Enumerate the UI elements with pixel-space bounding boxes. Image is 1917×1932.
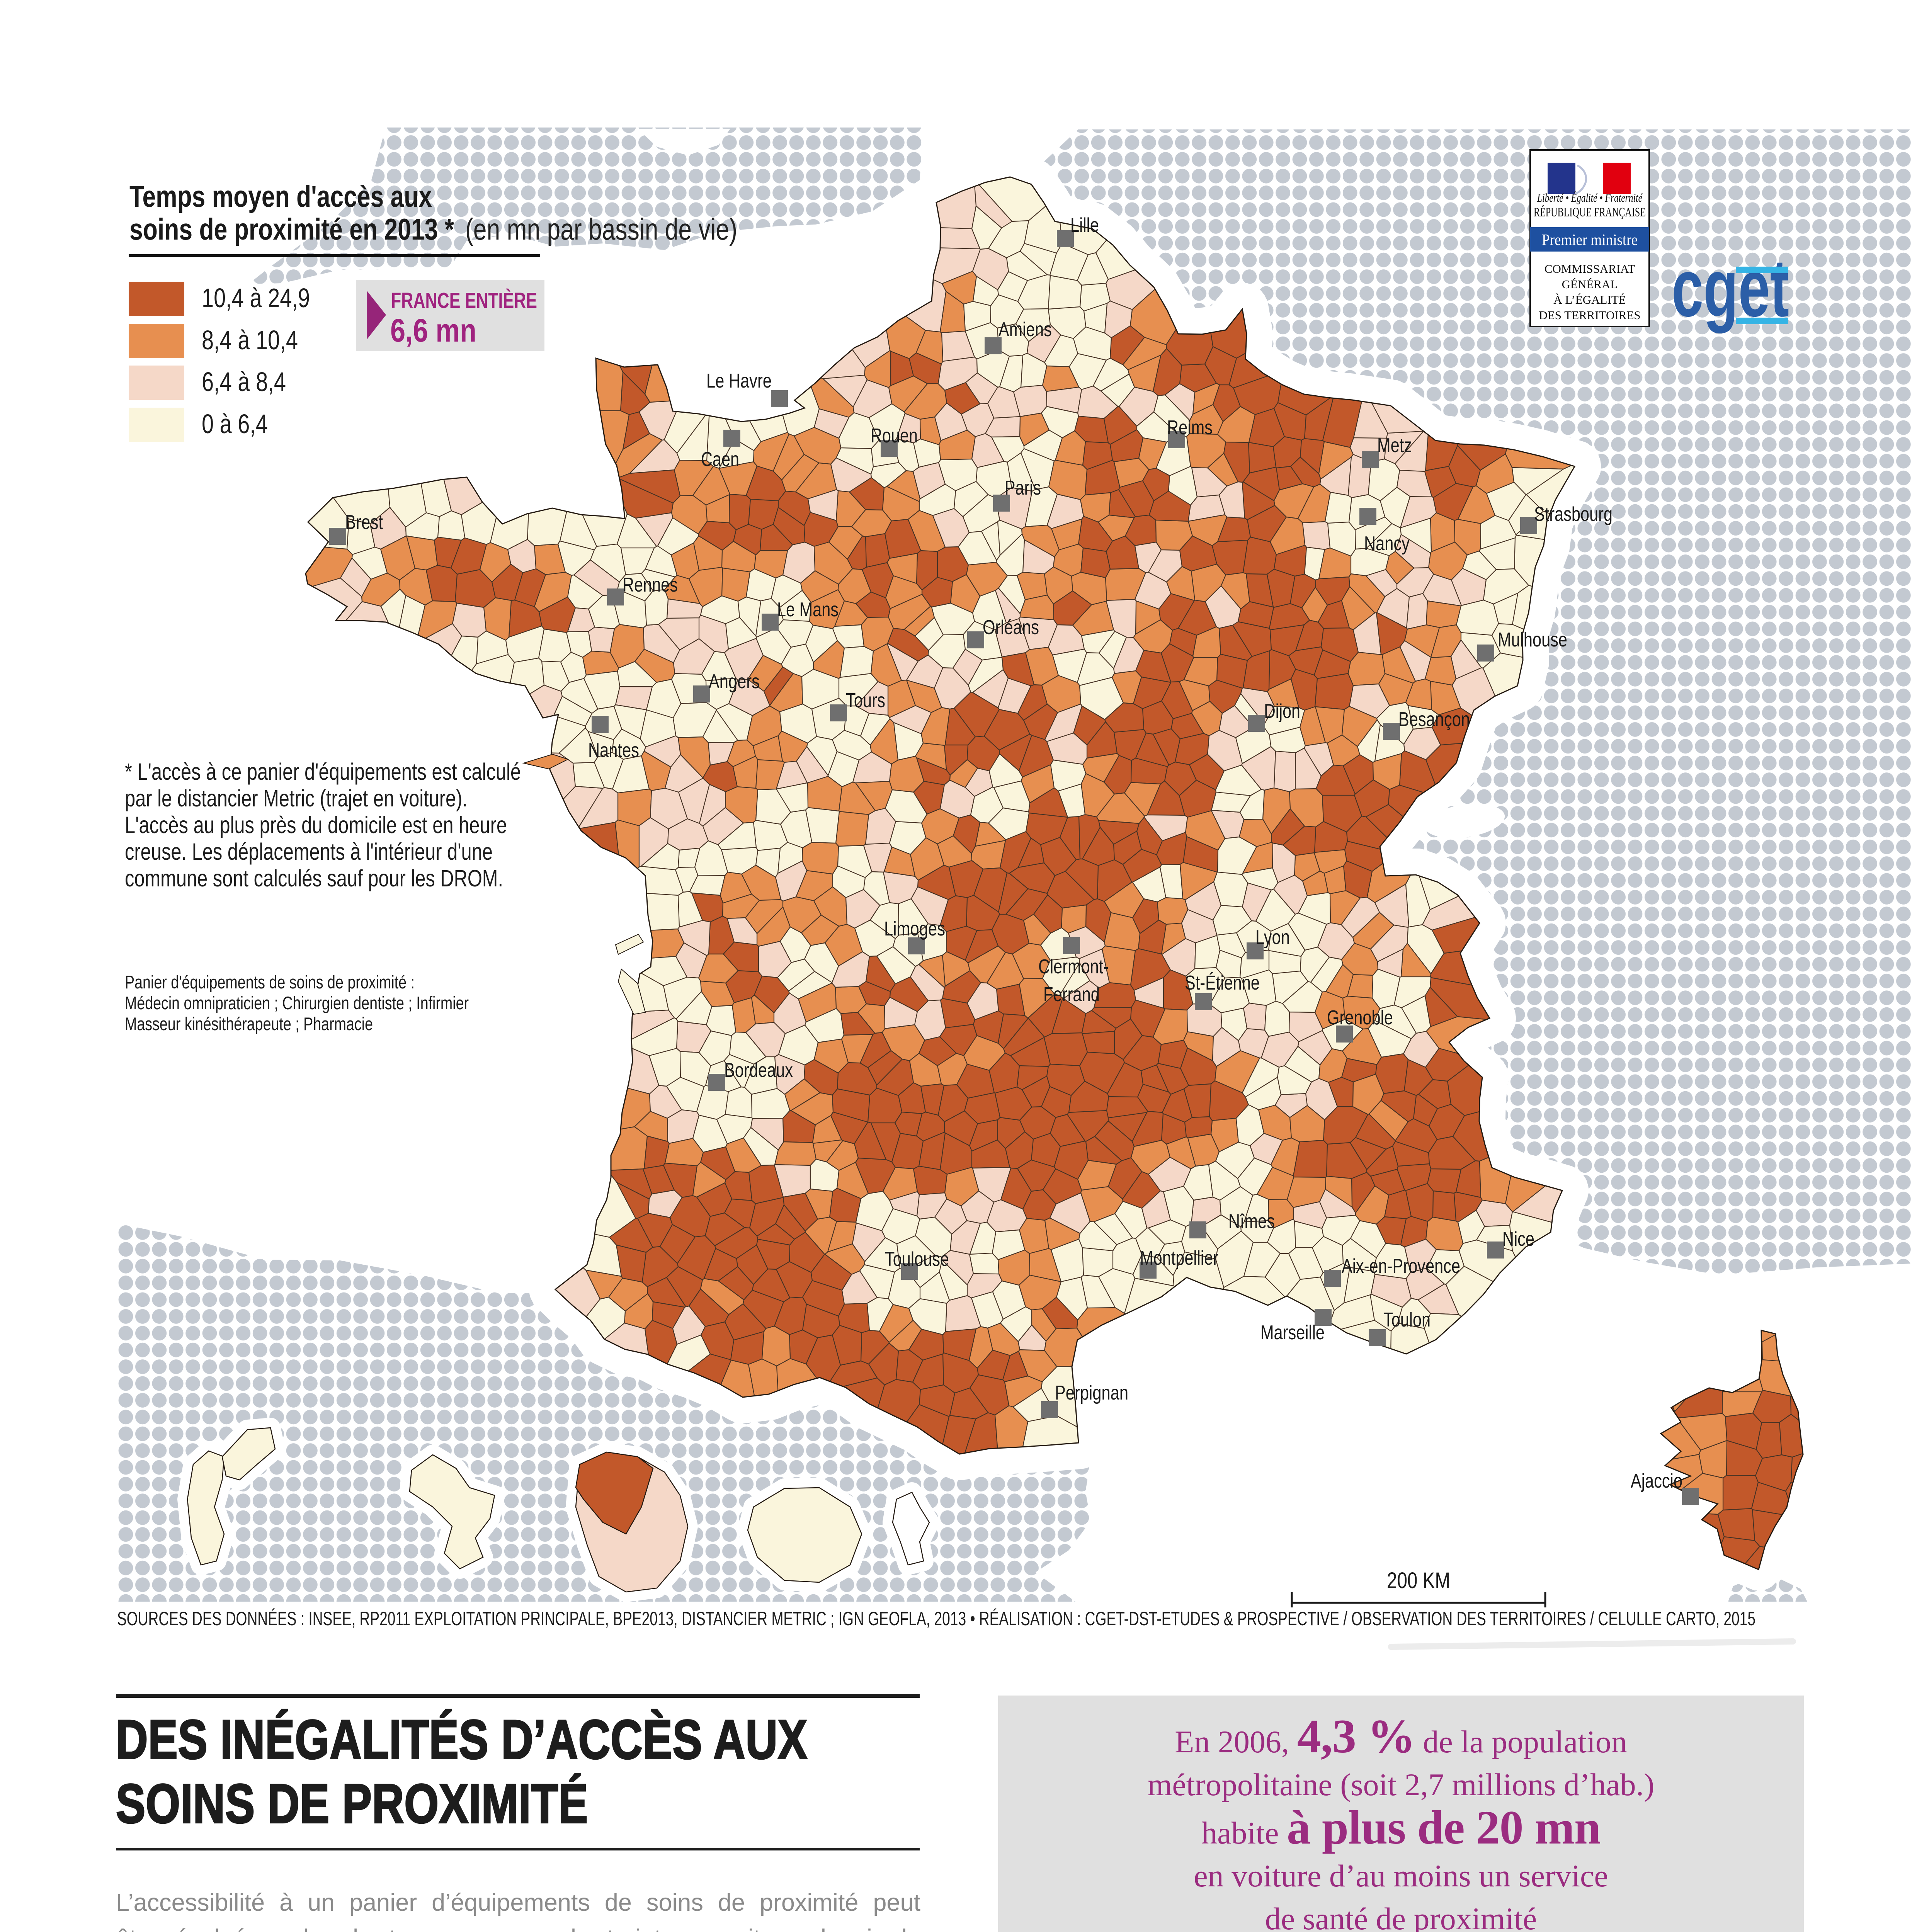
svg-text:Médecin omnipraticien ; Chirur: Médecin omnipraticien ; Chirurgien denti… <box>125 993 469 1013</box>
svg-text:Rouen: Rouen <box>871 425 918 447</box>
svg-text:Temps moyen d'accès aux: Temps moyen d'accès aux <box>129 179 432 213</box>
svg-text:GÉNÉRAL: GÉNÉRAL <box>1562 277 1618 291</box>
svg-text:Grenoble: Grenoble <box>1327 1007 1393 1029</box>
svg-text:Toulouse: Toulouse <box>885 1248 949 1270</box>
svg-text:(en mn par bassin de vie): (en mn par bassin de vie) <box>465 212 737 246</box>
svg-text:Limoges: Limoges <box>884 918 945 940</box>
svg-text:creuse. Les déplacements à l'i: creuse. Les déplacements à l'intérieur d… <box>125 838 493 865</box>
svg-text:Paris: Paris <box>1005 477 1041 499</box>
svg-text:COMMISSARIAT: COMMISSARIAT <box>1544 262 1635 276</box>
svg-text:Lille: Lille <box>1070 214 1099 236</box>
svg-text:Masseur kinésithérapeute ; Pha: Masseur kinésithérapeute ; Pharmacie <box>125 1014 373 1034</box>
svg-text:À L’ÉGALITÉ: À L’ÉGALITÉ <box>1553 293 1626 306</box>
svg-text:Mulhouse: Mulhouse <box>1498 629 1567 651</box>
svg-text:Le Mans: Le Mans <box>777 599 839 621</box>
svg-text:Strasbourg: Strasbourg <box>1534 503 1613 526</box>
svg-text:Rennes: Rennes <box>623 574 678 596</box>
svg-text:Metz: Metz <box>1377 434 1412 457</box>
svg-text:* L'accès à ce panier d'équipe: * L'accès à ce panier d'équipements est … <box>125 759 521 785</box>
svg-text:Panier d'équipements de soins: Panier d'équipements de soins de proximi… <box>125 972 415 992</box>
svg-text:L'accès au plus près du domici: L'accès au plus près du domicile est en … <box>125 812 507 838</box>
svg-text:Clermont-: Clermont- <box>1038 956 1109 978</box>
svg-text:SOURCES DES DONNÉES : INSEE, R: SOURCES DES DONNÉES : INSEE, RP2011 EXPL… <box>117 1608 1755 1629</box>
svg-text:Liberté • Égalité • Fraternité: Liberté • Égalité • Fraternité <box>1537 191 1643 204</box>
svg-text:FRANCE ENTIÈRE: FRANCE ENTIÈRE <box>391 288 537 313</box>
svg-text:Amiens: Amiens <box>998 318 1052 341</box>
svg-text:Angers: Angers <box>709 670 760 693</box>
svg-text:Caen: Caen <box>701 448 739 471</box>
svg-text:Le Havre: Le Havre <box>706 370 772 392</box>
svg-text:Besançon: Besançon <box>1398 708 1470 731</box>
svg-text:Nice: Nice <box>1502 1228 1534 1250</box>
svg-text:Ferrand: Ferrand <box>1043 983 1100 1006</box>
svg-text:Premier ministre: Premier ministre <box>1542 231 1638 248</box>
svg-text:Montpellier: Montpellier <box>1140 1247 1218 1269</box>
svg-text:Nancy: Nancy <box>1364 532 1410 555</box>
svg-text:DES TERRITOIRES: DES TERRITOIRES <box>1539 308 1640 322</box>
svg-text:RÉPUBLIQUE FRANÇAISE: RÉPUBLIQUE FRANÇAISE <box>1534 205 1646 219</box>
svg-text:8,4 à 10,4: 8,4 à 10,4 <box>202 325 298 355</box>
svg-text:soins de proximité en 2013 *: soins de proximité en 2013 * <box>129 212 454 246</box>
svg-text:10,4 à 24,9: 10,4 à 24,9 <box>202 283 310 313</box>
svg-text:par le distancier Metric (traj: par le distancier Metric (trajet en voit… <box>125 785 468 811</box>
svg-text:Aix-en-Provence: Aix-en-Provence <box>1342 1255 1460 1277</box>
svg-text:Nantes: Nantes <box>588 739 639 762</box>
svg-text:Lyon: Lyon <box>1255 926 1290 949</box>
svg-text:Toulon: Toulon <box>1383 1309 1431 1331</box>
svg-text:Ajaccio: Ajaccio <box>1631 1470 1682 1492</box>
svg-text:Reims: Reims <box>1167 417 1213 439</box>
svg-text:200 KM: 200 KM <box>1387 1568 1450 1593</box>
svg-text:Orléans: Orléans <box>983 616 1039 639</box>
svg-text:0 à 6,4: 0 à 6,4 <box>202 409 268 439</box>
svg-text:commune sont calculés sauf pou: commune sont calculés sauf pour les DROM… <box>125 865 503 891</box>
svg-text:Marseille: Marseille <box>1260 1321 1325 1344</box>
svg-text:Tours: Tours <box>846 689 885 712</box>
svg-text:Dijon: Dijon <box>1264 700 1300 723</box>
svg-text:Nîmes: Nîmes <box>1228 1210 1275 1233</box>
svg-text:Bordeaux: Bordeaux <box>724 1059 793 1082</box>
svg-text:6,4 à 8,4: 6,4 à 8,4 <box>202 367 286 397</box>
svg-text:6,6 mn: 6,6 mn <box>390 312 476 349</box>
svg-text:Brest: Brest <box>345 511 383 534</box>
svg-text:St-Étienne: St-Étienne <box>1185 972 1260 994</box>
svg-text:Perpignan: Perpignan <box>1055 1382 1128 1404</box>
